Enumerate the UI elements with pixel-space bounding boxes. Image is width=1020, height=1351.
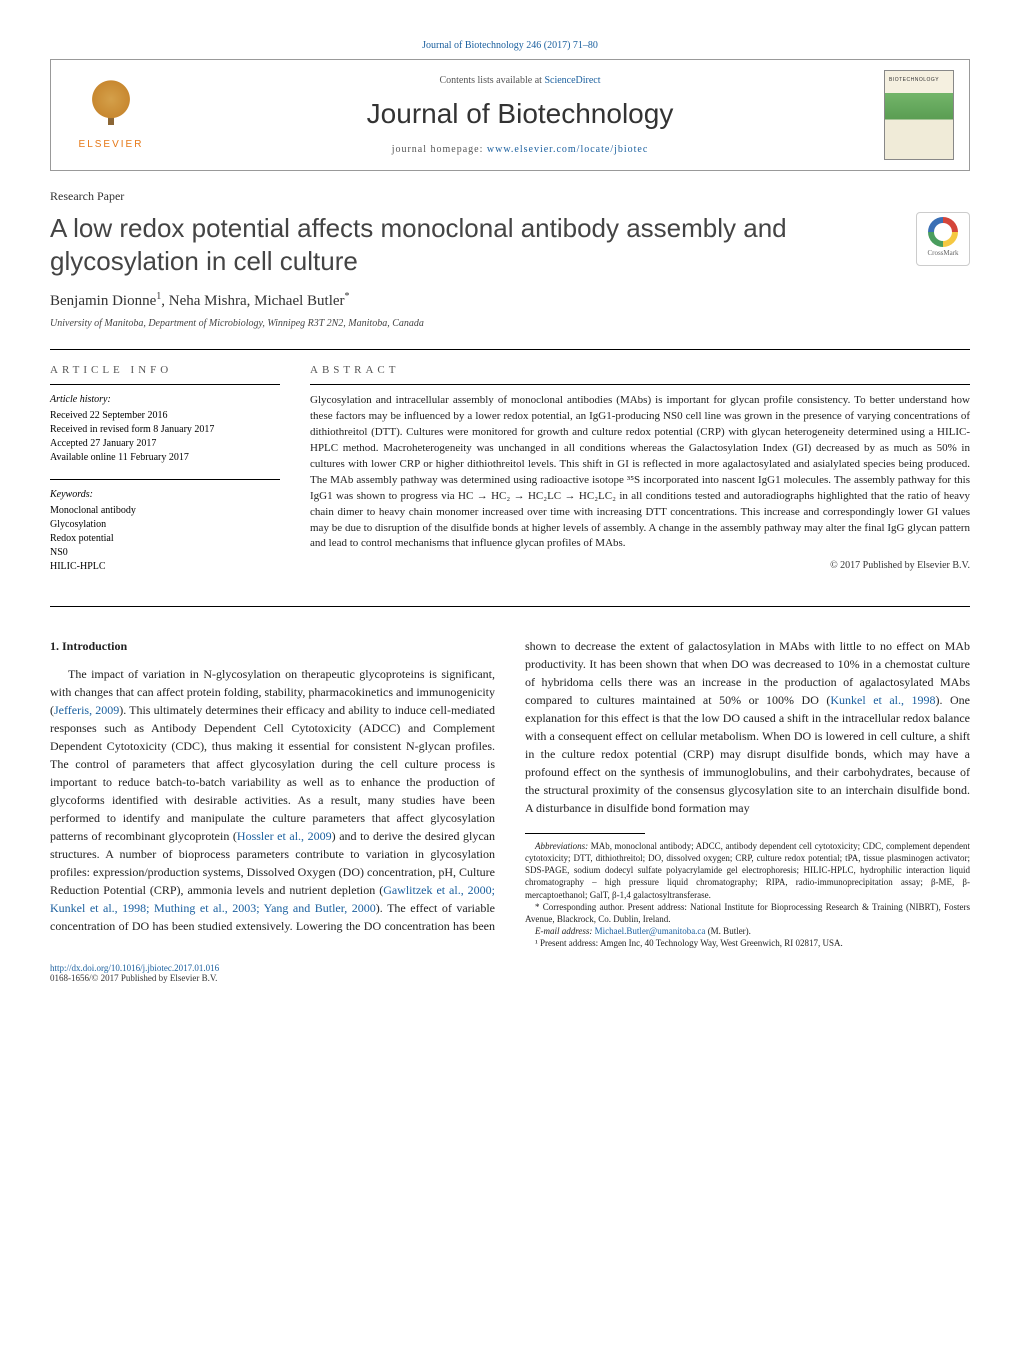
elsevier-text: ELSEVIER — [79, 139, 144, 150]
abstract-column: ABSTRACT Glycosylation and intracellular… — [310, 364, 970, 588]
contents-line: Contents lists available at ScienceDirec… — [156, 75, 884, 86]
journal-cover-thumbnail — [884, 70, 954, 160]
homepage-prefix: journal homepage: — [392, 144, 487, 155]
page-footer: http://dx.doi.org/10.1016/j.jbiotec.2017… — [50, 963, 970, 983]
authors: Benjamin Dionne1, Neha Mishra, Michael B… — [50, 291, 970, 310]
article-type: Research Paper — [50, 189, 970, 204]
abstract-text: Glycosylation and intracellular assembly… — [310, 393, 970, 552]
crossmark-icon — [928, 217, 958, 247]
homepage-link[interactable]: www.elsevier.com/locate/jbiotec — [487, 144, 648, 155]
keyword: HILIC-HPLC — [50, 560, 280, 574]
keywords-heading: Keywords: — [50, 488, 280, 502]
divider-top — [50, 349, 970, 350]
sciencedirect-link[interactable]: ScienceDirect — [544, 75, 600, 86]
keyword: Redox potential — [50, 532, 280, 546]
citation-link[interactable]: Kunkel et al., 1998 — [830, 693, 935, 707]
email-link[interactable]: Michael.Butler@umanitoba.ca — [595, 926, 706, 936]
issn-line: 0168-1656/© 2017 Published by Elsevier B… — [50, 973, 217, 983]
homepage-line: journal homepage: www.elsevier.com/locat… — [156, 144, 884, 155]
journal-header: ELSEVIER Contents lists available at Sci… — [50, 59, 970, 171]
keyword: Monoclonal antibody — [50, 504, 280, 518]
text: ). One explanation for this effect is th… — [525, 693, 970, 815]
history-line: Available online 11 February 2017 — [50, 451, 280, 465]
doi-link[interactable]: http://dx.doi.org/10.1016/j.jbiotec.2017… — [50, 963, 219, 973]
divider-bottom — [50, 606, 970, 607]
history-line: Accepted 27 January 2017 — [50, 437, 280, 451]
abstract-copyright: © 2017 Published by Elsevier B.V. — [310, 560, 970, 571]
keywords-block: Keywords: Monoclonal antibody Glycosylat… — [50, 488, 280, 574]
contents-prefix: Contents lists available at — [439, 75, 544, 86]
abbreviations: Abbreviations: MAb, monoclonal antibody;… — [525, 840, 970, 901]
abstract-heading: ABSTRACT — [310, 364, 970, 376]
journal-name: Journal of Biotechnology — [156, 98, 884, 130]
citation-link[interactable]: Hossler et al., 2009 — [237, 829, 332, 843]
abbrev-label: Abbreviations: — [535, 841, 588, 851]
title-row: A low redox potential affects monoclonal… — [50, 212, 970, 291]
article-info-heading: ARTICLE INFO — [50, 364, 280, 376]
body-section: 1. Introduction The impact of variation … — [50, 637, 970, 949]
email-line: E-mail address: Michael.Butler@umanitoba… — [525, 925, 970, 937]
citation-link[interactable]: Jefferis, 2009 — [54, 703, 119, 717]
footnotes: Abbreviations: MAb, monoclonal antibody;… — [525, 840, 970, 949]
crossmark-label: CrossMark — [927, 249, 958, 257]
keyword: NS0 — [50, 546, 280, 560]
intro-heading: 1. Introduction — [50, 637, 495, 655]
email-label: E-mail address: — [535, 926, 595, 936]
corresponding-author: * Corresponding author. Present address:… — [525, 901, 970, 925]
article-info-column: ARTICLE INFO Article history: Received 2… — [50, 364, 280, 588]
history-line: Received 22 September 2016 — [50, 409, 280, 423]
keyword: Glycosylation — [50, 518, 280, 532]
history-heading: Article history: — [50, 393, 280, 407]
body-columns: 1. Introduction The impact of variation … — [50, 637, 970, 949]
journal-reference: Journal of Biotechnology 246 (2017) 71–8… — [50, 40, 970, 51]
affiliation: University of Manitoba, Department of Mi… — [50, 318, 970, 329]
elsevier-logo: ELSEVIER — [66, 70, 156, 160]
footnotes-rule — [525, 833, 645, 834]
article-title: A low redox potential affects monoclonal… — [50, 212, 896, 277]
abbrev-text: MAb, monoclonal antibody; ADCC, antibody… — [525, 841, 970, 900]
page: Journal of Biotechnology 246 (2017) 71–8… — [0, 0, 1020, 1023]
elsevier-tree-icon — [81, 80, 141, 135]
email-suffix: (M. Butler). — [705, 926, 751, 936]
history-line: Received in revised form 8 January 2017 — [50, 423, 280, 437]
present-address-note: ¹ Present address: Amgen Inc, 40 Technol… — [525, 937, 970, 949]
article-history: Article history: Received 22 September 2… — [50, 393, 280, 465]
crossmark-badge[interactable]: CrossMark — [916, 212, 970, 266]
header-center: Contents lists available at ScienceDirec… — [156, 75, 884, 155]
info-abstract-row: ARTICLE INFO Article history: Received 2… — [50, 364, 970, 588]
